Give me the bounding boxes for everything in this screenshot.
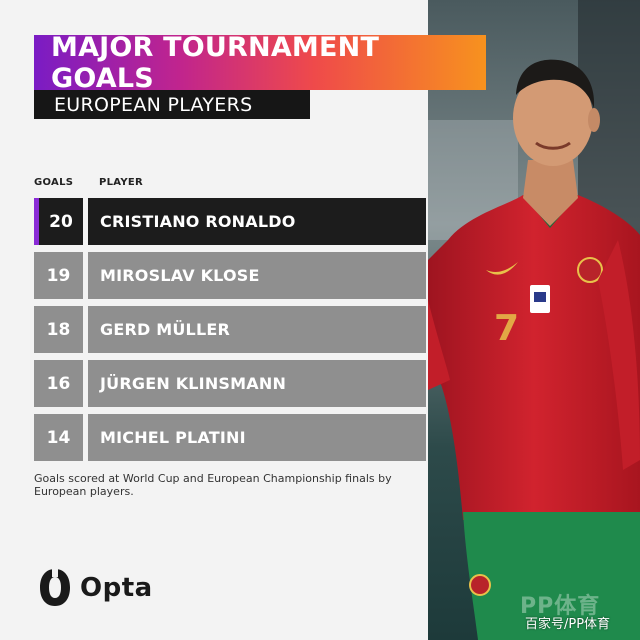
opta-logo: Opta [38,567,153,608]
title-text: MAJOR TOURNAMENT GOALS [51,31,380,94]
player-photo: 7 [428,0,640,640]
player-photo-illustration: 7 [428,0,640,640]
table-row: 20 CRISTIANO RONALDO [34,198,426,245]
opta-wordmark: Opta [80,572,153,603]
watermark-caption: 百家号/PP体育 [525,617,611,632]
column-header-player: PLAYER [99,177,144,188]
player-cell: MIROSLAV KLOSE [88,252,426,299]
table-row: 19 MIROSLAV KLOSE [34,252,426,299]
table-row: 14 MICHEL PLATINI [34,414,426,461]
goals-cell: 20 [34,198,83,245]
subtitle-banner: EUROPEAN PLAYERS [34,90,310,119]
goals-cell: 14 [34,414,83,461]
player-cell: CRISTIANO RONALDO [88,198,426,245]
goals-cell: 18 [34,306,83,353]
table-row: 16 JÜRGEN KLINSMANN [34,360,426,407]
opta-mark-icon [40,567,70,606]
table-row: 18 GERD MÜLLER [34,306,426,353]
footnote: Goals scored at World Cup and European C… [34,472,392,498]
player-cell: MICHEL PLATINI [88,414,426,461]
goals-cell: 16 [34,360,83,407]
goals-cell: 19 [34,252,83,299]
subtitle-text: EUROPEAN PLAYERS [54,93,253,116]
player-cell: JÜRGEN KLINSMANN [88,360,426,407]
svg-text:7: 7 [494,308,519,349]
player-cell: GERD MÜLLER [88,306,426,353]
pp-sports-watermark-logo: PP体育 [520,594,601,619]
title-banner: MAJOR TOURNAMENT GOALS [34,32,486,94]
column-header-goals: GOALS [34,177,74,188]
